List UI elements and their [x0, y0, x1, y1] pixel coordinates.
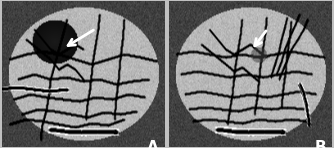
Text: A: A: [147, 140, 159, 148]
Text: B: B: [315, 140, 327, 148]
